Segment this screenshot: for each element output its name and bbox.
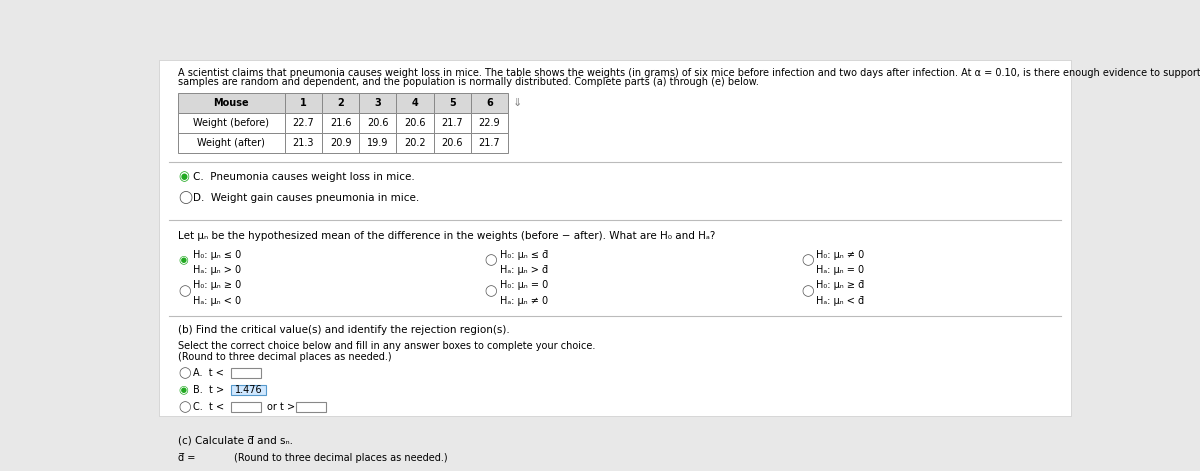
Text: 4: 4 [412, 98, 419, 108]
Bar [322, 113, 359, 133]
Text: H₀: μₙ ≤ 0: H₀: μₙ ≤ 0 [193, 250, 241, 260]
Bar [433, 113, 470, 133]
Text: 21.3: 21.3 [293, 138, 314, 147]
Bar [470, 133, 508, 153]
Text: Weight (before): Weight (before) [193, 118, 269, 128]
Text: D.  Weight gain causes pneumonia in mice.: D. Weight gain causes pneumonia in mice. [193, 193, 419, 203]
Bar [359, 93, 396, 113]
Bar [433, 93, 470, 113]
Text: A scientist claims that pneumonia causes weight loss in mice. The table shows th: A scientist claims that pneumonia causes… [178, 68, 1200, 78]
Text: (b) Find the critical value(s) and identify the rejection region(s).: (b) Find the critical value(s) and ident… [178, 325, 510, 334]
Text: H₀: μₙ ≥ 0: H₀: μₙ ≥ 0 [193, 280, 241, 290]
Text: 21.7: 21.7 [442, 118, 463, 128]
Text: Hₐ: μₙ < 0: Hₐ: μₙ < 0 [193, 296, 241, 306]
Text: 1.476: 1.476 [235, 385, 263, 395]
Text: Hₐ: μₙ ≠ 0: Hₐ: μₙ ≠ 0 [499, 296, 548, 306]
Text: A.  t <: A. t < [193, 368, 223, 378]
Text: d̅ =: d̅ = [178, 453, 196, 463]
Text: C.  t <: C. t < [193, 402, 224, 412]
Bar [178, 133, 284, 153]
Text: Hₐ: μₙ > d̄: Hₐ: μₙ > d̄ [499, 265, 548, 275]
Bar [230, 368, 260, 378]
Text: ◯: ◯ [485, 255, 497, 267]
Text: H₀: μₙ ≠ 0: H₀: μₙ ≠ 0 [816, 250, 864, 260]
Text: Select the correct choice below and fill in any answer boxes to complete your ch: Select the correct choice below and fill… [178, 341, 595, 350]
Text: 1: 1 [300, 98, 307, 108]
Text: H₀: μₙ ≥ d̄: H₀: μₙ ≥ d̄ [816, 280, 864, 290]
Text: ◯: ◯ [178, 401, 191, 413]
Text: ◯: ◯ [178, 191, 192, 204]
Text: (Round to three decimal places as needed.): (Round to three decimal places as needed… [178, 352, 391, 362]
Text: Weight (after): Weight (after) [198, 138, 265, 147]
Text: 20.6: 20.6 [442, 138, 463, 147]
Bar [178, 113, 284, 133]
Text: Hₐ: μₙ > 0: Hₐ: μₙ > 0 [193, 265, 241, 275]
Text: samples are random and dependent, and the population is normally distributed. Co: samples are random and dependent, and th… [178, 77, 758, 87]
Text: 2: 2 [337, 98, 344, 108]
Bar [359, 133, 396, 153]
Text: ⇓: ⇓ [512, 98, 522, 108]
Text: (c) Calculate d̅ and sₙ.: (c) Calculate d̅ and sₙ. [178, 436, 293, 446]
Bar [359, 113, 396, 133]
Text: 21.6: 21.6 [330, 118, 352, 128]
Text: 20.6: 20.6 [367, 118, 389, 128]
Text: Hₐ: μₙ = 0: Hₐ: μₙ = 0 [816, 265, 864, 275]
Bar [284, 93, 322, 113]
Text: or t >: or t > [268, 402, 295, 412]
Text: 20.9: 20.9 [330, 138, 352, 147]
Text: ◯: ◯ [178, 367, 191, 379]
Bar [296, 402, 325, 412]
Text: Let μₙ be the hypothesized mean of the difference in the weights (before − after: Let μₙ be the hypothesized mean of the d… [178, 231, 715, 241]
Text: (Round to three decimal places as needed.): (Round to three decimal places as needed… [234, 453, 448, 463]
Text: ◯: ◯ [485, 285, 497, 297]
Bar [322, 133, 359, 153]
Text: ◯: ◯ [802, 255, 814, 267]
Text: ◉: ◉ [178, 171, 188, 183]
Text: 21.7: 21.7 [479, 138, 500, 147]
Bar [470, 93, 508, 113]
Text: 6: 6 [486, 98, 493, 108]
Bar [230, 402, 260, 412]
Bar [396, 133, 433, 153]
Text: ◉: ◉ [178, 385, 187, 395]
Text: ◯: ◯ [178, 285, 191, 297]
Text: B.  t >: B. t > [193, 385, 227, 395]
Text: H₀: μₙ ≤ d̄: H₀: μₙ ≤ d̄ [499, 250, 548, 260]
Bar [197, 453, 229, 463]
Bar [470, 113, 508, 133]
Text: C.  Pneumonia causes weight loss in mice.: C. Pneumonia causes weight loss in mice. [193, 172, 414, 182]
Bar [396, 113, 433, 133]
Text: ◯: ◯ [802, 285, 814, 297]
Text: H₀: μₙ = 0: H₀: μₙ = 0 [499, 280, 548, 290]
Text: 20.6: 20.6 [404, 118, 426, 128]
Text: 22.9: 22.9 [479, 118, 500, 128]
Bar [433, 133, 470, 153]
Text: 3: 3 [374, 98, 382, 108]
Bar [230, 385, 266, 395]
Bar [396, 93, 433, 113]
Text: 5: 5 [449, 98, 456, 108]
Text: Hₐ: μₙ < d̄: Hₐ: μₙ < d̄ [816, 296, 864, 306]
Bar [284, 113, 322, 133]
Text: Mouse: Mouse [214, 98, 250, 108]
Text: 19.9: 19.9 [367, 138, 389, 147]
Text: 22.7: 22.7 [293, 118, 314, 128]
Text: 20.2: 20.2 [404, 138, 426, 147]
Text: ◉: ◉ [178, 256, 187, 266]
Bar [284, 133, 322, 153]
Bar [322, 93, 359, 113]
Bar [178, 93, 284, 113]
FancyBboxPatch shape [160, 60, 1070, 415]
